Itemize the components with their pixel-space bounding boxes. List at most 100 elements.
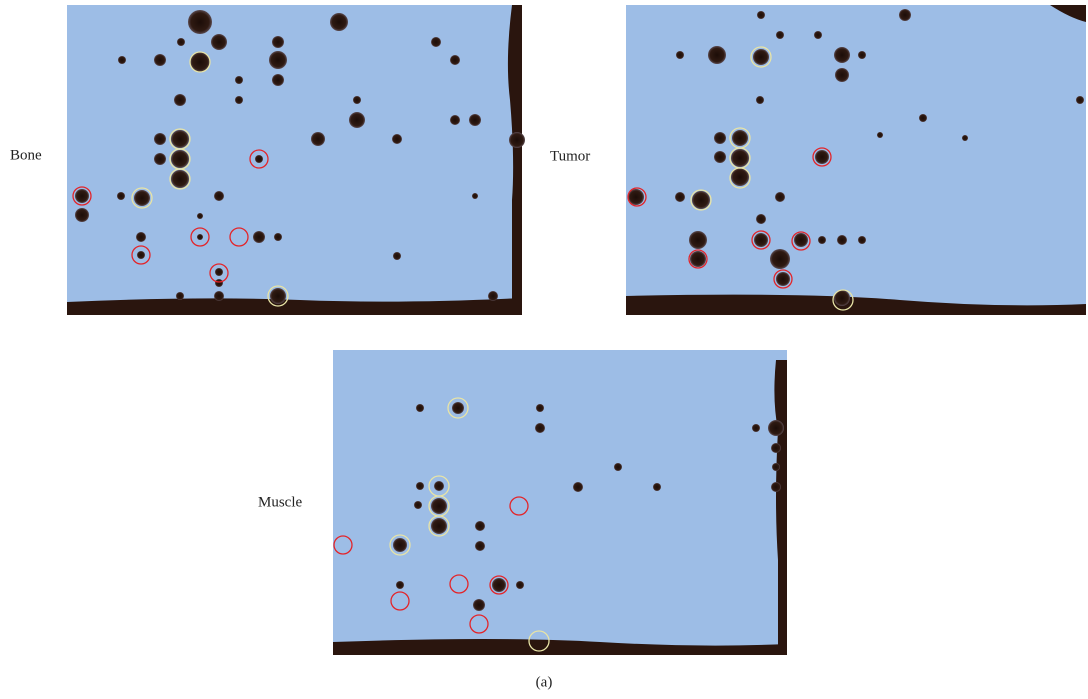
spot bbox=[416, 482, 424, 490]
spot bbox=[1076, 96, 1084, 104]
spot bbox=[815, 150, 829, 164]
spot bbox=[393, 252, 401, 260]
spot bbox=[473, 599, 485, 611]
spot bbox=[775, 192, 785, 202]
spot bbox=[431, 518, 447, 534]
spot bbox=[174, 94, 186, 106]
spot bbox=[330, 13, 348, 31]
spot bbox=[899, 9, 911, 21]
spot bbox=[197, 213, 203, 219]
spot bbox=[770, 249, 790, 269]
spot bbox=[235, 96, 243, 104]
spot bbox=[214, 291, 224, 301]
spot bbox=[392, 134, 402, 144]
spot bbox=[235, 76, 243, 84]
spot bbox=[349, 112, 365, 128]
spot bbox=[653, 483, 661, 491]
spot bbox=[171, 150, 189, 168]
bone-array bbox=[67, 5, 522, 315]
spot bbox=[475, 521, 485, 531]
spot bbox=[536, 404, 544, 412]
spot bbox=[754, 233, 768, 247]
panel-label: Bone bbox=[10, 147, 42, 163]
tumor-array bbox=[626, 5, 1086, 315]
spot bbox=[134, 190, 150, 206]
spot bbox=[472, 193, 478, 199]
spot bbox=[689, 231, 707, 249]
spot bbox=[450, 115, 460, 125]
spot bbox=[452, 402, 464, 414]
spot bbox=[757, 11, 765, 19]
spot bbox=[756, 96, 764, 104]
spot bbox=[768, 420, 784, 436]
spot bbox=[118, 56, 126, 64]
spot bbox=[835, 68, 849, 82]
spot bbox=[414, 501, 422, 509]
spot bbox=[434, 481, 444, 491]
spot bbox=[690, 251, 706, 267]
spot bbox=[431, 37, 441, 47]
spot bbox=[75, 208, 89, 222]
spot bbox=[509, 132, 525, 148]
caption: (a) bbox=[536, 674, 553, 690]
spot bbox=[714, 151, 726, 163]
spot bbox=[814, 31, 822, 39]
spot bbox=[919, 114, 927, 122]
spot bbox=[962, 135, 968, 141]
spot bbox=[272, 74, 284, 86]
spot bbox=[834, 47, 850, 63]
spot bbox=[274, 233, 282, 241]
spot bbox=[171, 130, 189, 148]
spot bbox=[708, 46, 726, 64]
spot bbox=[215, 268, 223, 276]
spot bbox=[396, 581, 404, 589]
spot bbox=[776, 31, 784, 39]
spot bbox=[353, 96, 361, 104]
spot bbox=[752, 424, 760, 432]
spot bbox=[154, 54, 166, 66]
spot bbox=[516, 581, 524, 589]
spot bbox=[492, 578, 506, 592]
spot bbox=[393, 538, 407, 552]
spot bbox=[269, 51, 287, 69]
spot bbox=[756, 214, 766, 224]
spot bbox=[858, 236, 866, 244]
panel-label: Muscle bbox=[258, 494, 303, 510]
spot bbox=[675, 192, 685, 202]
spot bbox=[450, 55, 460, 65]
spot bbox=[877, 132, 883, 138]
spot bbox=[154, 133, 166, 145]
muscle-array bbox=[333, 350, 787, 655]
spot bbox=[255, 155, 263, 163]
spot bbox=[188, 10, 212, 34]
spot bbox=[714, 132, 726, 144]
spot bbox=[215, 279, 223, 287]
spot bbox=[772, 463, 780, 471]
spot bbox=[573, 482, 583, 492]
spot bbox=[818, 236, 826, 244]
spot bbox=[154, 153, 166, 165]
spot bbox=[731, 149, 749, 167]
figure: Bone Tumor Muscle (a) bbox=[0, 0, 1088, 694]
spot bbox=[416, 404, 424, 412]
spot bbox=[488, 291, 498, 301]
spot bbox=[837, 235, 847, 245]
spot bbox=[753, 49, 769, 65]
spot bbox=[614, 463, 622, 471]
spot bbox=[776, 272, 790, 286]
spot bbox=[535, 423, 545, 433]
panel-label: Tumor bbox=[550, 148, 590, 164]
spot bbox=[136, 232, 146, 242]
spot bbox=[469, 114, 481, 126]
spot bbox=[270, 288, 286, 304]
spot bbox=[692, 191, 710, 209]
spot bbox=[676, 51, 684, 59]
spot bbox=[858, 51, 866, 59]
spot bbox=[117, 192, 125, 200]
spot bbox=[171, 170, 189, 188]
spot bbox=[272, 36, 284, 48]
spot bbox=[197, 234, 203, 240]
spot bbox=[211, 34, 227, 50]
spot bbox=[311, 132, 325, 146]
spot bbox=[214, 191, 224, 201]
